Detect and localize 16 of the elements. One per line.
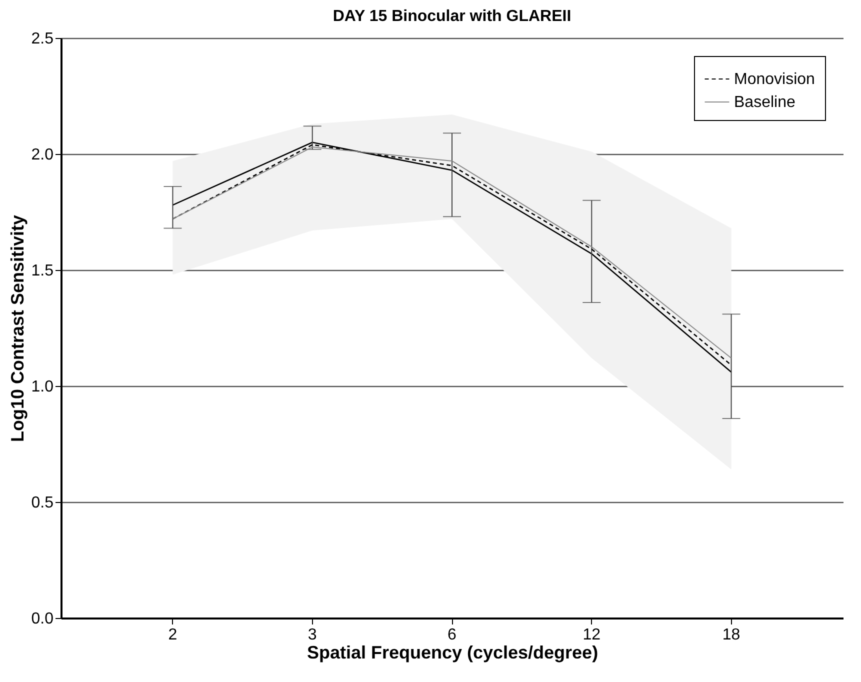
y-tick-label: 1.5 — [31, 262, 54, 280]
y-tick-label: 0.0 — [31, 610, 54, 628]
legend-label: Baseline — [734, 94, 796, 111]
x-tick-label: 12 — [582, 626, 601, 644]
y-axis-title: Log10 Contrast Sensitivity — [7, 214, 28, 442]
x-tick-label: 3 — [308, 626, 317, 644]
y-tick-label: 1.0 — [31, 378, 54, 396]
y-tick-label: 0.5 — [31, 494, 54, 512]
y-tick-label: 2.5 — [31, 30, 54, 48]
chart-title: DAY 15 Binocular with GLAREII — [332, 8, 572, 25]
legend-label: Monovision — [734, 71, 815, 88]
x-tick-label: 6 — [448, 626, 457, 644]
x-tick-label: 18 — [722, 626, 740, 644]
x-axis-title: Spatial Frequency (cycles/degree) — [306, 642, 598, 662]
y-tick-label: 2.0 — [31, 146, 54, 164]
x-tick-label: 2 — [168, 626, 178, 644]
